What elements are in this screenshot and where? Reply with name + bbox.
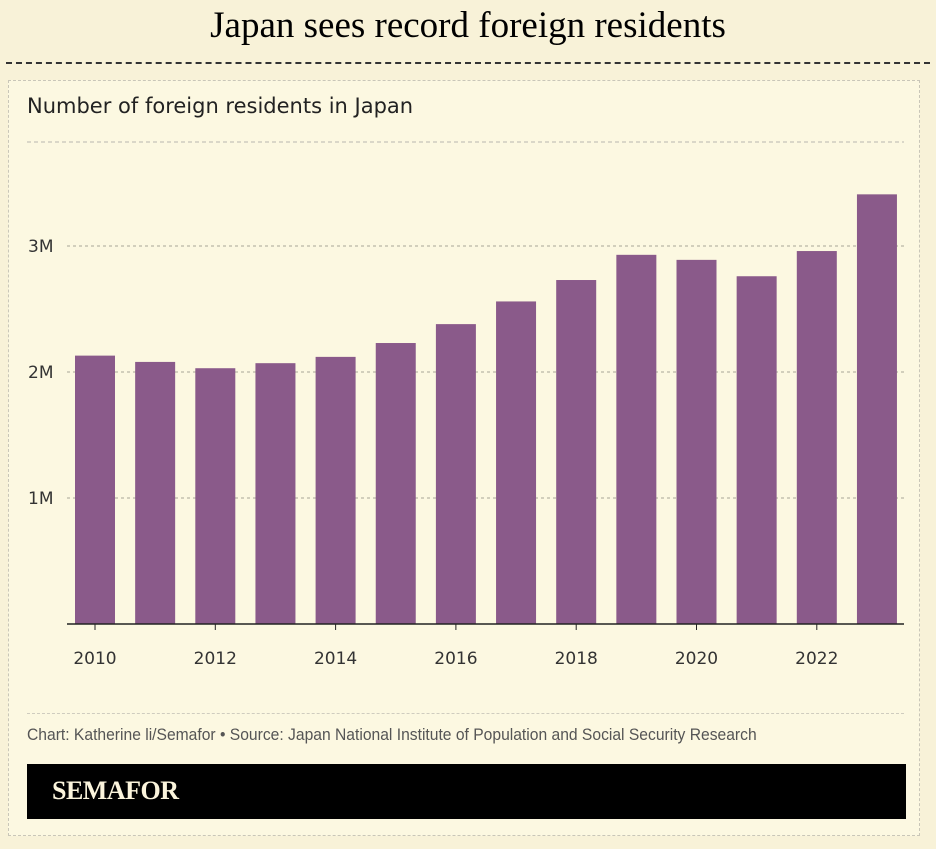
bar-2012 [195, 368, 236, 624]
headline: Japan sees record foreign residents [210, 5, 726, 46]
semafor-logo: SEMAFOR [52, 776, 179, 805]
bar-2010 [75, 355, 115, 624]
y-tick-label: 3M [28, 237, 53, 257]
x-tick-label: 2014 [314, 649, 357, 669]
divider [6, 62, 930, 64]
x-tick-label: 2018 [555, 649, 598, 669]
bar-2022 [796, 251, 837, 625]
divider [27, 713, 904, 714]
bar-2011 [135, 361, 176, 624]
bar-2018 [556, 280, 597, 624]
bar-2020 [676, 259, 717, 624]
x-tick-label: 2022 [795, 649, 838, 669]
brand-bar: SEMAFOR [27, 764, 906, 819]
x-tick-label: 2016 [434, 649, 477, 669]
bar-2014 [315, 356, 356, 624]
x-tick-label: 2012 [194, 649, 237, 669]
bar-2017 [496, 301, 537, 624]
x-tick-label: 2020 [675, 649, 718, 669]
bar-2013 [255, 363, 296, 624]
source-credit: Chart: Katherine li/Semafor • Source: Ja… [27, 725, 757, 744]
bar-2015 [375, 343, 416, 624]
y-tick-label: 2M [28, 363, 53, 383]
bar-2021 [736, 276, 777, 624]
bar-2016 [435, 324, 476, 624]
bar-2023 [856, 194, 897, 624]
chart-title: Number of foreign residents in Japan [27, 94, 414, 118]
y-tick-label: 1M [28, 489, 53, 509]
x-tick-label: 2010 [73, 649, 116, 669]
bar-2019 [616, 254, 657, 624]
